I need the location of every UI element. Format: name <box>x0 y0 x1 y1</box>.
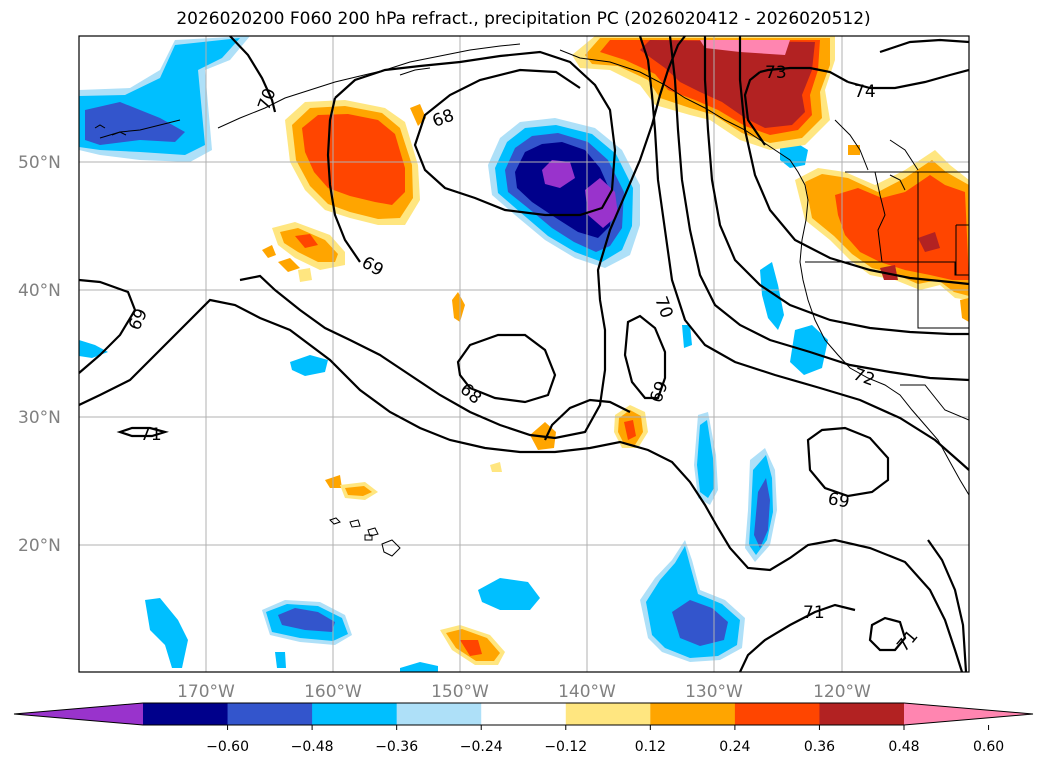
contour-label: 74 <box>854 82 876 102</box>
lon-label-170w: 170°W <box>177 682 235 702</box>
colorbar-segment <box>819 703 905 725</box>
colorbar-segment <box>396 703 482 725</box>
contour-label: 69 <box>826 489 851 512</box>
coastlines <box>94 43 969 557</box>
contour-label: 73 <box>765 63 787 83</box>
map-content: 68 68 69 69 69 69 70 70 71 71 71 72 73 7… <box>79 36 969 672</box>
colorbar-tick-label: 0.12 <box>635 739 666 755</box>
lon-label-130w: 130°W <box>685 682 743 702</box>
latitude-labels: 20°N 30°N 40°N 50°N <box>18 153 61 556</box>
colorbar-tick-label: 0.60 <box>973 739 1004 755</box>
lat-label-50n: 50°N <box>18 153 61 173</box>
colorbar-segment <box>650 703 736 725</box>
colorbar-outline <box>13 702 1034 726</box>
colorbar-tick-label: −0.60 <box>206 739 249 755</box>
lon-label-140w: 140°W <box>558 682 616 702</box>
lat-label-20n: 20°N <box>18 536 61 556</box>
precip-shading <box>79 36 969 672</box>
map-frame <box>78 35 970 673</box>
colorbar-segment <box>143 703 229 725</box>
colorbar-tick-label: 0.36 <box>804 739 835 755</box>
lon-label-150w: 150°W <box>431 682 489 702</box>
colorbar-tick-label: −0.48 <box>291 739 334 755</box>
colorbar-extend-high <box>904 703 1033 725</box>
refractivity-contours <box>79 36 969 672</box>
lon-label-120w: 120°W <box>813 682 871 702</box>
colorbar-segment <box>481 703 567 725</box>
colorbar-tick-label: −0.24 <box>460 739 503 755</box>
colorbar-tick-label: −0.36 <box>375 739 418 755</box>
contour-label: 71 <box>803 603 825 623</box>
colorbar-segment <box>312 703 398 725</box>
colorbar-tick-label: 0.48 <box>888 739 919 755</box>
lat-label-40n: 40°N <box>18 281 61 301</box>
map-title: 2026020200 F060 200 hPa refract., precip… <box>176 9 871 29</box>
contour-label: 71 <box>140 425 162 445</box>
lat-label-30n: 30°N <box>18 408 61 428</box>
colorbar-extend-low <box>14 703 143 725</box>
grid-lines <box>79 36 969 672</box>
colorbar-segment <box>565 703 651 725</box>
longitude-labels: 170°W 160°W 150°W 140°W 130°W 120°W <box>177 682 871 702</box>
lon-label-160w: 160°W <box>304 682 362 702</box>
colorbar-segment <box>227 703 313 725</box>
colorbar-segment <box>734 703 820 725</box>
colorbar: −0.60 −0.48 −0.36 −0.24 −0.12 0.12 0.24 0.36 0.4… <box>13 702 1034 755</box>
colorbar-tick-label: 0.24 <box>719 739 750 755</box>
colorbar-tick-label: −0.12 <box>544 739 587 755</box>
